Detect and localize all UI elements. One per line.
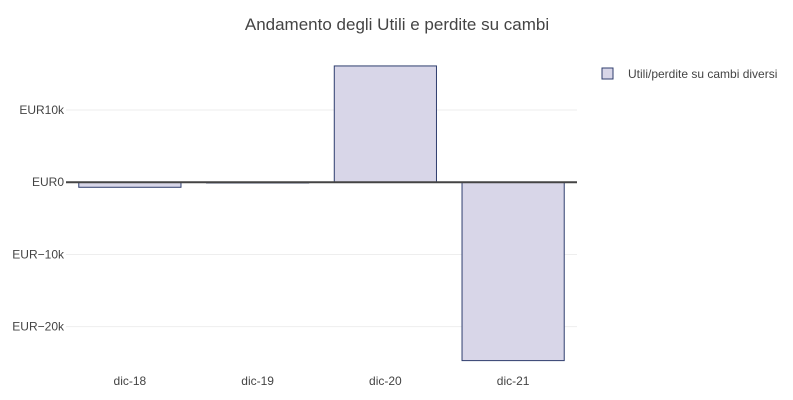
x-axis: dic-18 dic-19 dic-20 dic-21 [114,374,530,388]
x-tick-label: dic-20 [369,374,402,388]
y-tick-label: EUR0 [32,175,64,189]
x-tick-label: dic-18 [114,374,147,388]
chart-title: Andamento degli Utili e perdite su cambi [245,15,549,34]
x-tick-label: dic-21 [497,374,530,388]
legend-swatch [601,67,614,80]
legend-label: Utili/perdite su cambi diversi [628,67,777,81]
legend[interactable]: Utili/perdite su cambi diversi [601,67,777,81]
y-tick-label: EUR−20k [12,320,65,334]
bars [78,65,565,362]
bar-dic-21[interactable] [461,181,565,362]
y-axis: EUR10k EUR0 EUR−10k EUR−20k [12,103,65,334]
bar-dic-20[interactable] [333,65,437,183]
x-tick-label: dic-19 [241,374,274,388]
y-tick-label: EUR−10k [12,247,65,261]
y-tick-label: EUR10k [19,103,65,117]
